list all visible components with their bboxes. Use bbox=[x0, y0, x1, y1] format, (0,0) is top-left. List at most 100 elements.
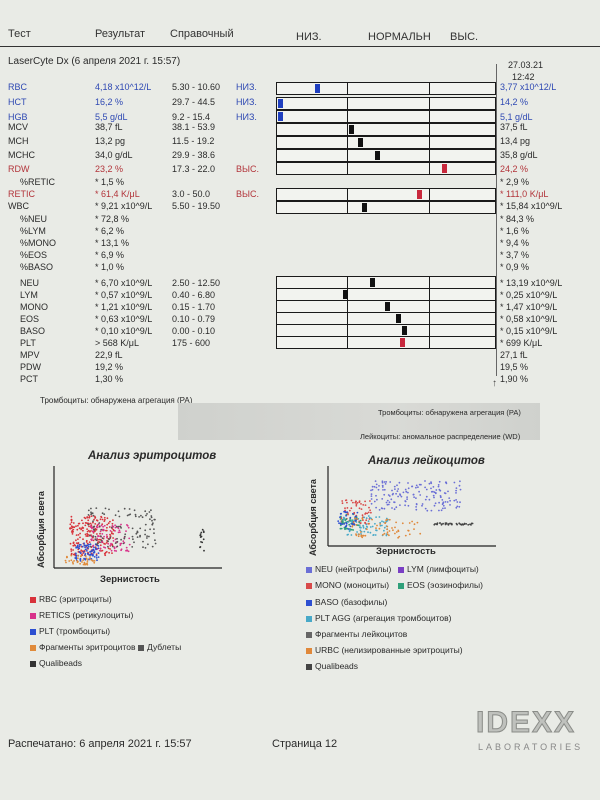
scatter-point bbox=[445, 522, 448, 524]
range-divider bbox=[429, 163, 430, 174]
scatter-point bbox=[104, 507, 107, 510]
scatter-point bbox=[71, 526, 74, 528]
scatter-point bbox=[94, 523, 97, 525]
scatter-point bbox=[415, 486, 417, 489]
scatter-point bbox=[88, 515, 91, 517]
range-marker-eos bbox=[396, 314, 401, 323]
scatter-point bbox=[348, 530, 351, 533]
scatter-point bbox=[453, 499, 456, 502]
scatter-point bbox=[372, 534, 375, 536]
range-marker-rbc bbox=[315, 84, 320, 93]
legend-label: RETICS (ретикулоциты) bbox=[39, 610, 134, 620]
scatter-point bbox=[75, 542, 78, 544]
range-divider bbox=[429, 189, 430, 200]
scatter-point bbox=[134, 515, 137, 518]
scatter-point bbox=[355, 500, 357, 503]
scatter-point bbox=[92, 539, 95, 542]
row-result-0: 4,18 x10^12/L bbox=[95, 82, 152, 92]
scatter-point bbox=[154, 542, 157, 545]
scatter-point bbox=[393, 485, 396, 488]
scatter-point bbox=[347, 528, 350, 530]
row-result-1: 16,2 % bbox=[95, 97, 124, 107]
scatter-point bbox=[126, 549, 128, 551]
wbc-chart-title: Анализ лейкоцитов bbox=[368, 455, 485, 467]
row-previous-15: * 13,19 x10^9/L bbox=[500, 278, 563, 288]
scatter-point bbox=[79, 562, 81, 565]
scatter-point bbox=[374, 522, 376, 525]
scatter-point bbox=[77, 524, 79, 527]
scatter-point bbox=[385, 519, 387, 522]
scatter-point bbox=[358, 500, 361, 502]
range-divider bbox=[429, 83, 430, 94]
legend-swatch bbox=[306, 566, 312, 573]
scatter-point bbox=[85, 541, 88, 543]
scatter-point bbox=[100, 516, 103, 519]
scatter-point bbox=[89, 543, 92, 546]
range-bar-mchc bbox=[276, 149, 496, 162]
scatter-point bbox=[415, 497, 417, 499]
printed-timestamp: Распечатано: 6 апреля 2021 г. 15:57 bbox=[8, 738, 192, 750]
scatter-point bbox=[93, 550, 96, 553]
scatter-point bbox=[375, 494, 377, 497]
scatter-point bbox=[77, 554, 79, 557]
scatter-point bbox=[87, 529, 90, 532]
scatter-point bbox=[101, 512, 104, 515]
scatter-point bbox=[445, 481, 448, 484]
row-previous-13: * 3,7 % bbox=[500, 250, 530, 260]
row-reference-16: 0.40 - 6.80 bbox=[172, 290, 216, 300]
scatter-point bbox=[386, 528, 389, 531]
scatter-point bbox=[406, 498, 408, 500]
scatter-point bbox=[375, 529, 378, 532]
scatter-point bbox=[102, 525, 104, 528]
scatter-point bbox=[415, 503, 418, 505]
scatter-point bbox=[91, 530, 94, 533]
scatter-point bbox=[77, 534, 80, 536]
scatter-point bbox=[433, 504, 436, 507]
scatter-point bbox=[353, 519, 355, 522]
scatter-point bbox=[438, 480, 441, 483]
scatter-point bbox=[433, 496, 435, 499]
scatter-point bbox=[103, 535, 105, 538]
platelet-note-panel: Тромбоциты: обнаружена агрегация (PA) bbox=[378, 408, 521, 417]
row-reference-15: 2.50 - 12.50 bbox=[172, 278, 221, 288]
legend-label: NEU (нейтрофилы) bbox=[315, 564, 392, 574]
scatter-point bbox=[72, 549, 74, 551]
scatter-point bbox=[358, 507, 361, 510]
scatter-point bbox=[88, 541, 91, 543]
range-bar-mcv bbox=[276, 123, 496, 136]
wbc-chart-ylabel: Абсорбция света bbox=[308, 479, 318, 556]
scatter-point bbox=[122, 542, 125, 545]
scatter-point bbox=[356, 531, 358, 533]
scatter-point bbox=[85, 557, 88, 560]
scatter-point bbox=[400, 495, 403, 498]
range-bar-plt bbox=[276, 336, 496, 349]
scatter-point bbox=[440, 509, 443, 512]
scatter-point bbox=[136, 536, 139, 538]
legend-label: Qualibeads bbox=[39, 658, 83, 668]
row-reference-8: 3.0 - 50.0 bbox=[172, 189, 211, 199]
header-reference: Справочный bbox=[170, 28, 234, 40]
row-result-23: 1,30 % bbox=[95, 374, 124, 384]
rbc-legend-item: RETICS (ретикулоциты) bbox=[30, 610, 133, 620]
scatter-point bbox=[110, 531, 113, 533]
scatter-point bbox=[138, 516, 140, 518]
row-previous-6: 24,2 % bbox=[500, 164, 529, 174]
scatter-point bbox=[69, 527, 71, 529]
scatter-point bbox=[105, 542, 108, 544]
range-marker-hgb bbox=[278, 112, 283, 121]
scatter-point bbox=[109, 536, 112, 539]
scatter-point bbox=[71, 561, 74, 564]
scatter-point bbox=[86, 552, 89, 555]
scatter-point bbox=[386, 525, 389, 528]
scatter-point bbox=[86, 516, 89, 519]
legend-swatch bbox=[398, 582, 404, 589]
scatter-point bbox=[393, 508, 396, 511]
scatter-point bbox=[383, 507, 386, 510]
scatter-point bbox=[88, 516, 91, 519]
scatter-point bbox=[381, 498, 384, 500]
legend-label: RBC (эритроциты) bbox=[39, 594, 112, 604]
scatter-point bbox=[459, 488, 462, 491]
scatter-point bbox=[384, 483, 387, 485]
range-divider bbox=[347, 111, 348, 122]
scatter-point bbox=[83, 542, 85, 545]
